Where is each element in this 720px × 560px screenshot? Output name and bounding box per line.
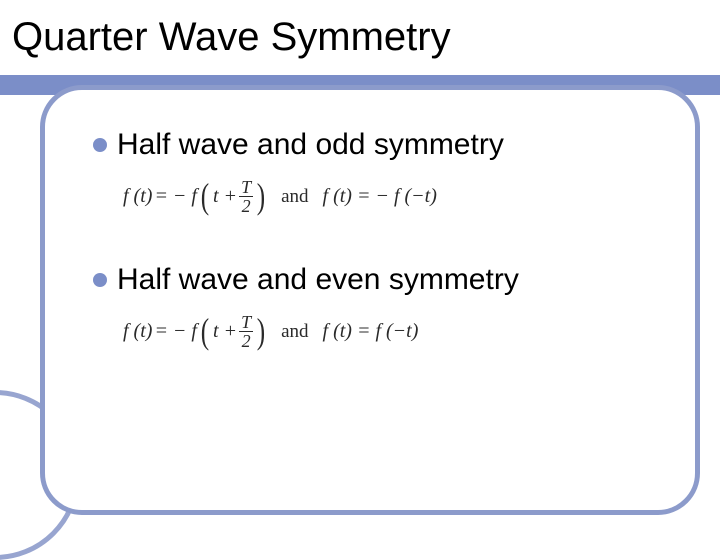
formula-1-num: T <box>239 178 253 197</box>
formula-2-prefix: = − f <box>154 320 197 343</box>
formula-2-den: 2 <box>240 332 253 350</box>
formula-2-connector: and <box>281 321 308 343</box>
rparen-icon: ) <box>257 182 265 211</box>
bullet-line-2: Half wave and even symmetry <box>93 263 655 297</box>
bullet-line-1: Half wave and odd symmetry <box>93 128 655 162</box>
formula-2-frac: T 2 <box>239 313 253 350</box>
formula-1-den: 2 <box>240 197 253 215</box>
lparen-icon: ( <box>201 317 209 346</box>
bullet-dot-icon <box>93 138 107 152</box>
formula-2-eq2: f (t) = f (−t) <box>323 320 419 343</box>
formula-1-inner-t: t + <box>213 185 237 208</box>
formula-1-lhs: f (t) <box>123 185 152 208</box>
formula-1-frac: T 2 <box>239 178 253 215</box>
rparen-icon: ) <box>257 317 265 346</box>
bullet-text-2: Half wave and even symmetry <box>117 263 519 297</box>
formula-1: f (t) = − f ( t + T 2 ) and f (t) = − f … <box>93 178 655 215</box>
bullet-text-1: Half wave and odd symmetry <box>117 128 504 162</box>
content-frame: Half wave and odd symmetry f (t) = − f (… <box>40 85 700 515</box>
formula-1-connector: and <box>281 186 308 208</box>
formula-1-eq2: f (t) = − f (−t) <box>323 185 437 208</box>
title-panel: Quarter Wave Symmetry <box>0 0 720 75</box>
formula-2-inner-t: t + <box>213 320 237 343</box>
formula-2-num: T <box>239 313 253 332</box>
formula-2: f (t) = − f ( t + T 2 ) and f (t) = f (−… <box>93 313 655 350</box>
content-inner: Half wave and odd symmetry f (t) = − f (… <box>45 90 695 418</box>
formula-2-lhs: f (t) <box>123 320 152 343</box>
bullet-dot-icon <box>93 273 107 287</box>
lparen-icon: ( <box>201 182 209 211</box>
slide-title: Quarter Wave Symmetry <box>12 15 451 60</box>
formula-1-prefix: = − f <box>154 185 197 208</box>
